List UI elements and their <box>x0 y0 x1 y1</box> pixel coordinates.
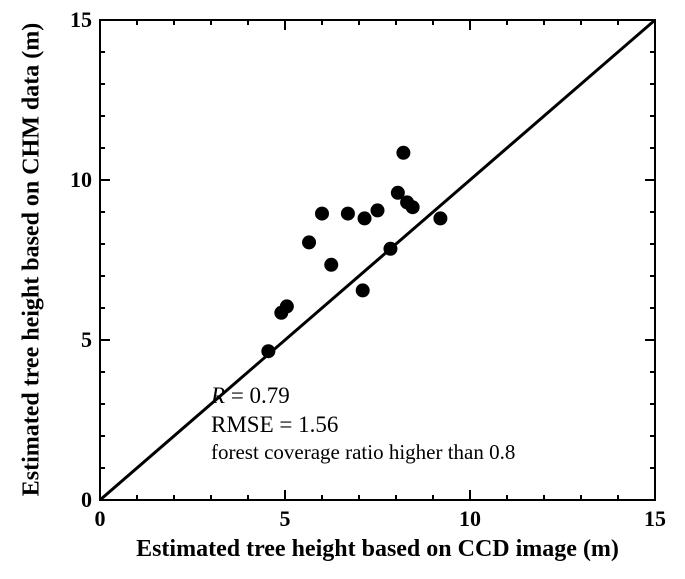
y-tick-label: 15 <box>70 7 92 33</box>
y-tick-label: 5 <box>81 327 92 353</box>
chart-canvas <box>0 0 685 579</box>
x-tick-label: 5 <box>273 506 297 532</box>
annotation-r_line: R = 0.79 <box>211 383 290 409</box>
annotation-fcr_line: forest coverage ratio higher than 0.8 <box>211 440 515 465</box>
scatter-chart: Estimated tree height based on CHM data … <box>0 0 685 579</box>
x-tick-label: 15 <box>643 506 667 532</box>
y-tick-label: 0 <box>81 487 92 513</box>
x-axis-label: Estimated tree height based on CCD image… <box>100 536 655 563</box>
y-axis-label: Estimated tree height based on CHM data … <box>19 0 46 540</box>
annotation-rmse_line: RMSE = 1.56 <box>211 412 338 438</box>
x-tick-label: 10 <box>458 506 482 532</box>
y-tick-label: 10 <box>70 167 92 193</box>
